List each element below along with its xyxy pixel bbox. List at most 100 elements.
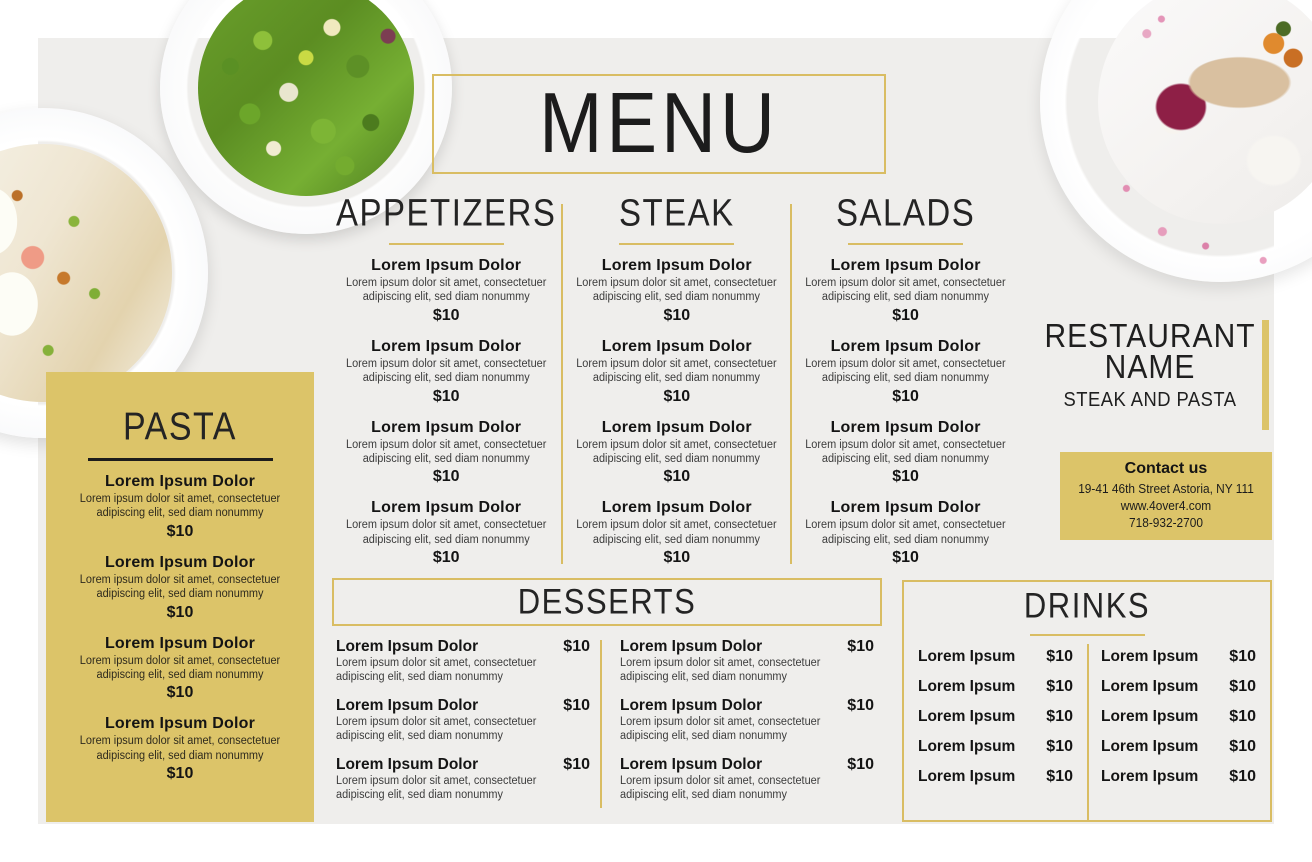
drink-row: Lorem Ipsum $10 <box>1101 738 1256 756</box>
menu-item: Lorem Ipsum Dolor Lorem ipsum dolor sit a… <box>46 473 314 541</box>
menu-item: Lorem Ipsum Dolor Lorem ipsum dolor sit a… <box>336 499 556 567</box>
drink-name: Lorem Ipsum <box>918 708 1016 725</box>
column-rule <box>619 243 735 245</box>
menu-item-price: $10 <box>892 549 919 566</box>
dessert-name: Lorem Ipsum Dolor <box>620 638 763 655</box>
menu-column-appetizers: APPETIZERS Lorem Ipsum Dolor Lorem ipsum d… <box>330 194 562 568</box>
menu-item: Lorem Ipsum Dolor Lorem ipsum dolor sit a… <box>568 338 785 406</box>
column-heading: STEAK <box>618 191 735 234</box>
contact-website[interactable]: www.4over4.com <box>1120 498 1212 513</box>
menu-item-name: Lorem Ipsum Dolor <box>371 499 522 517</box>
drink-price: $10 <box>1229 768 1256 785</box>
menu-item: Lorem Ipsum Dolor Lorem ipsum dolor sit a… <box>797 419 1014 487</box>
drink-row: Lorem Ipsum $10 <box>918 648 1073 666</box>
menu-item: Lorem Ipsum Dolor Lorem ipsum dolor sit a… <box>46 554 314 622</box>
restaurant-accent-bar <box>1262 320 1269 430</box>
menu-item-description: Lorem ipsum dolor sit amet, consectetuer… <box>805 357 1006 385</box>
dessert-item: Lorem Ipsum Dolor $10 Lorem ipsum dolor si… <box>620 697 878 744</box>
dessert-description: Lorem ipsum dolor sit amet, consectetuer… <box>620 774 821 801</box>
menu-item-description: Lorem ipsum dolor sit amet, consectetuer… <box>79 654 281 681</box>
pasta-panel: PASTA Lorem Ipsum Dolor Lorem ipsum dolor … <box>46 372 314 822</box>
drink-row: Lorem Ipsum $10 <box>918 678 1073 696</box>
menu-item-name: Lorem Ipsum Dolor <box>104 553 256 571</box>
menu-item-price: $10 <box>166 684 194 702</box>
menu-item-description: Lorem ipsum dolor sit amet, consectetuer… <box>345 357 547 385</box>
drink-row: Lorem Ipsum $10 <box>1101 708 1256 726</box>
menu-item-price: $10 <box>663 549 691 566</box>
menu-item-name: Lorem Ipsum Dolor <box>830 337 981 355</box>
menu-item-name: Lorem Ipsum Dolor <box>371 418 522 436</box>
menu-item-price: $10 <box>166 522 194 540</box>
column-heading: SALADS <box>835 191 976 234</box>
drink-name: Lorem Ipsum <box>918 768 1016 785</box>
menu-item-price: $10 <box>892 387 919 405</box>
menu-item-name: Lorem Ipsum Dolor <box>601 418 752 436</box>
menu-item-price: $10 <box>432 549 460 566</box>
menu-item: Lorem Ipsum Dolor Lorem ipsum dolor sit a… <box>568 499 785 567</box>
menu-item: Lorem Ipsum Dolor Lorem ipsum dolor sit a… <box>797 499 1014 567</box>
drinks-rule <box>1029 634 1145 636</box>
drinks-panel: DRINKS Lorem Ipsum $10 Lorem Ipsum $10 Lorem… <box>902 580 1272 822</box>
menu-item-description: Lorem ipsum dolor sit amet, consectetuer… <box>805 519 1006 546</box>
menu-item-price: $10 <box>166 603 194 621</box>
page-title: MENU <box>539 75 779 172</box>
dessert-name: Lorem Ipsum Dolor <box>336 638 479 655</box>
drink-price: $10 <box>1046 648 1073 665</box>
dessert-description: Lorem ipsum dolor sit amet, consectetuer… <box>336 774 537 801</box>
drink-column: Lorem Ipsum $10 Lorem Ipsum $10 Lorem Ipsum $… <box>1087 644 1270 828</box>
drink-column: Lorem Ipsum $10 Lorem Ipsum $10 Lorem Ipsum $… <box>904 648 1087 828</box>
dessert-name: Lorem Ipsum Dolor <box>620 755 763 773</box>
dessert-description: Lorem ipsum dolor sit amet, consectetuer… <box>336 715 537 743</box>
dessert-price: $10 <box>847 755 874 773</box>
drink-name: Lorem Ipsum <box>1101 768 1199 785</box>
menu-column-salads: SALADS Lorem Ipsum Dolor Lorem ipsum dolor… <box>790 191 1020 568</box>
menu-item-name: Lorem Ipsum Dolor <box>104 715 256 733</box>
menu-item-name: Lorem Ipsum Dolor <box>830 499 981 517</box>
dessert-item: Lorem Ipsum Dolor $10 Lorem ipsum dolor si… <box>336 756 594 803</box>
drink-price: $10 <box>1046 738 1073 755</box>
dessert-row: Lorem Ipsum Dolor $10 <box>620 697 878 715</box>
menu-columns: APPETIZERS Lorem Ipsum Dolor Lorem ipsum d… <box>330 191 1020 568</box>
drink-price: $10 <box>1229 708 1256 725</box>
menu-item-description: Lorem ipsum dolor sit amet, consectetuer… <box>576 438 777 465</box>
menu-item-description: Lorem ipsum dolor sit amet, consectetuer… <box>805 438 1006 465</box>
drink-price: $10 <box>1229 678 1256 695</box>
dessert-price: $10 <box>563 638 590 655</box>
salad-plate-photo <box>160 0 452 234</box>
menu-item-price: $10 <box>663 306 691 324</box>
dessert-row: Lorem Ipsum Dolor $10 <box>336 697 594 715</box>
menu-item-description: Lorem ipsum dolor sit amet, consectetuer… <box>79 573 281 601</box>
drink-row: Lorem Ipsum $10 <box>1101 678 1256 696</box>
dessert-row: Lorem Ipsum Dolor $10 <box>336 756 594 774</box>
menu-item: Lorem Ipsum Dolor Lorem ipsum dolor sit a… <box>336 338 556 406</box>
drinks-columns: Lorem Ipsum $10 Lorem Ipsum $10 Lorem Ipsum $… <box>904 644 1270 828</box>
menu-item: Lorem Ipsum Dolor Lorem ipsum dolor sit a… <box>46 715 314 783</box>
menu-item-name: Lorem Ipsum Dolor <box>104 634 256 652</box>
pasta-heading: PASTA <box>123 405 237 449</box>
menu-item-description: Lorem ipsum dolor sit amet, consectetuer… <box>576 277 777 304</box>
menu-column-steak: STEAK Lorem Ipsum Dolor Lorem ipsum dolor … <box>561 191 791 568</box>
menu-item-description: Lorem ipsum dolor sit amet, consectetuer… <box>576 357 777 385</box>
dessert-description: Lorem ipsum dolor sit amet, consectetuer… <box>336 657 537 684</box>
menu-item-name: Lorem Ipsum Dolor <box>104 473 256 490</box>
drink-name: Lorem Ipsum <box>918 738 1016 755</box>
restaurant-subtitle: STEAK AND PASTA <box>1063 389 1237 412</box>
menu-item-price: $10 <box>432 387 460 405</box>
drink-name: Lorem Ipsum <box>1101 708 1199 725</box>
menu-item-description: Lorem ipsum dolor sit amet, consectetuer… <box>805 277 1006 304</box>
desserts-heading: DESSERTS <box>517 581 697 622</box>
dessert-row: Lorem Ipsum Dolor $10 <box>620 756 878 774</box>
dessert-row: Lorem Ipsum Dolor $10 <box>620 638 878 656</box>
menu-item-description: Lorem ipsum dolor sit amet, consectetuer… <box>345 277 547 304</box>
drink-price: $10 <box>1229 648 1256 665</box>
column-rule <box>848 243 964 245</box>
pasta-rule <box>87 458 273 461</box>
dessert-price: $10 <box>563 755 590 773</box>
restaurant-name-line1: RESTAURANT <box>1044 318 1256 355</box>
dessert-name: Lorem Ipsum Dolor <box>336 755 479 773</box>
menu-item: Lorem Ipsum Dolor Lorem ipsum dolor sit a… <box>797 257 1014 325</box>
contact-phone[interactable]: 718-932-2700 <box>1129 515 1203 530</box>
menu-item: Lorem Ipsum Dolor Lorem ipsum dolor sit a… <box>336 419 556 487</box>
drink-price: $10 <box>1229 738 1256 755</box>
